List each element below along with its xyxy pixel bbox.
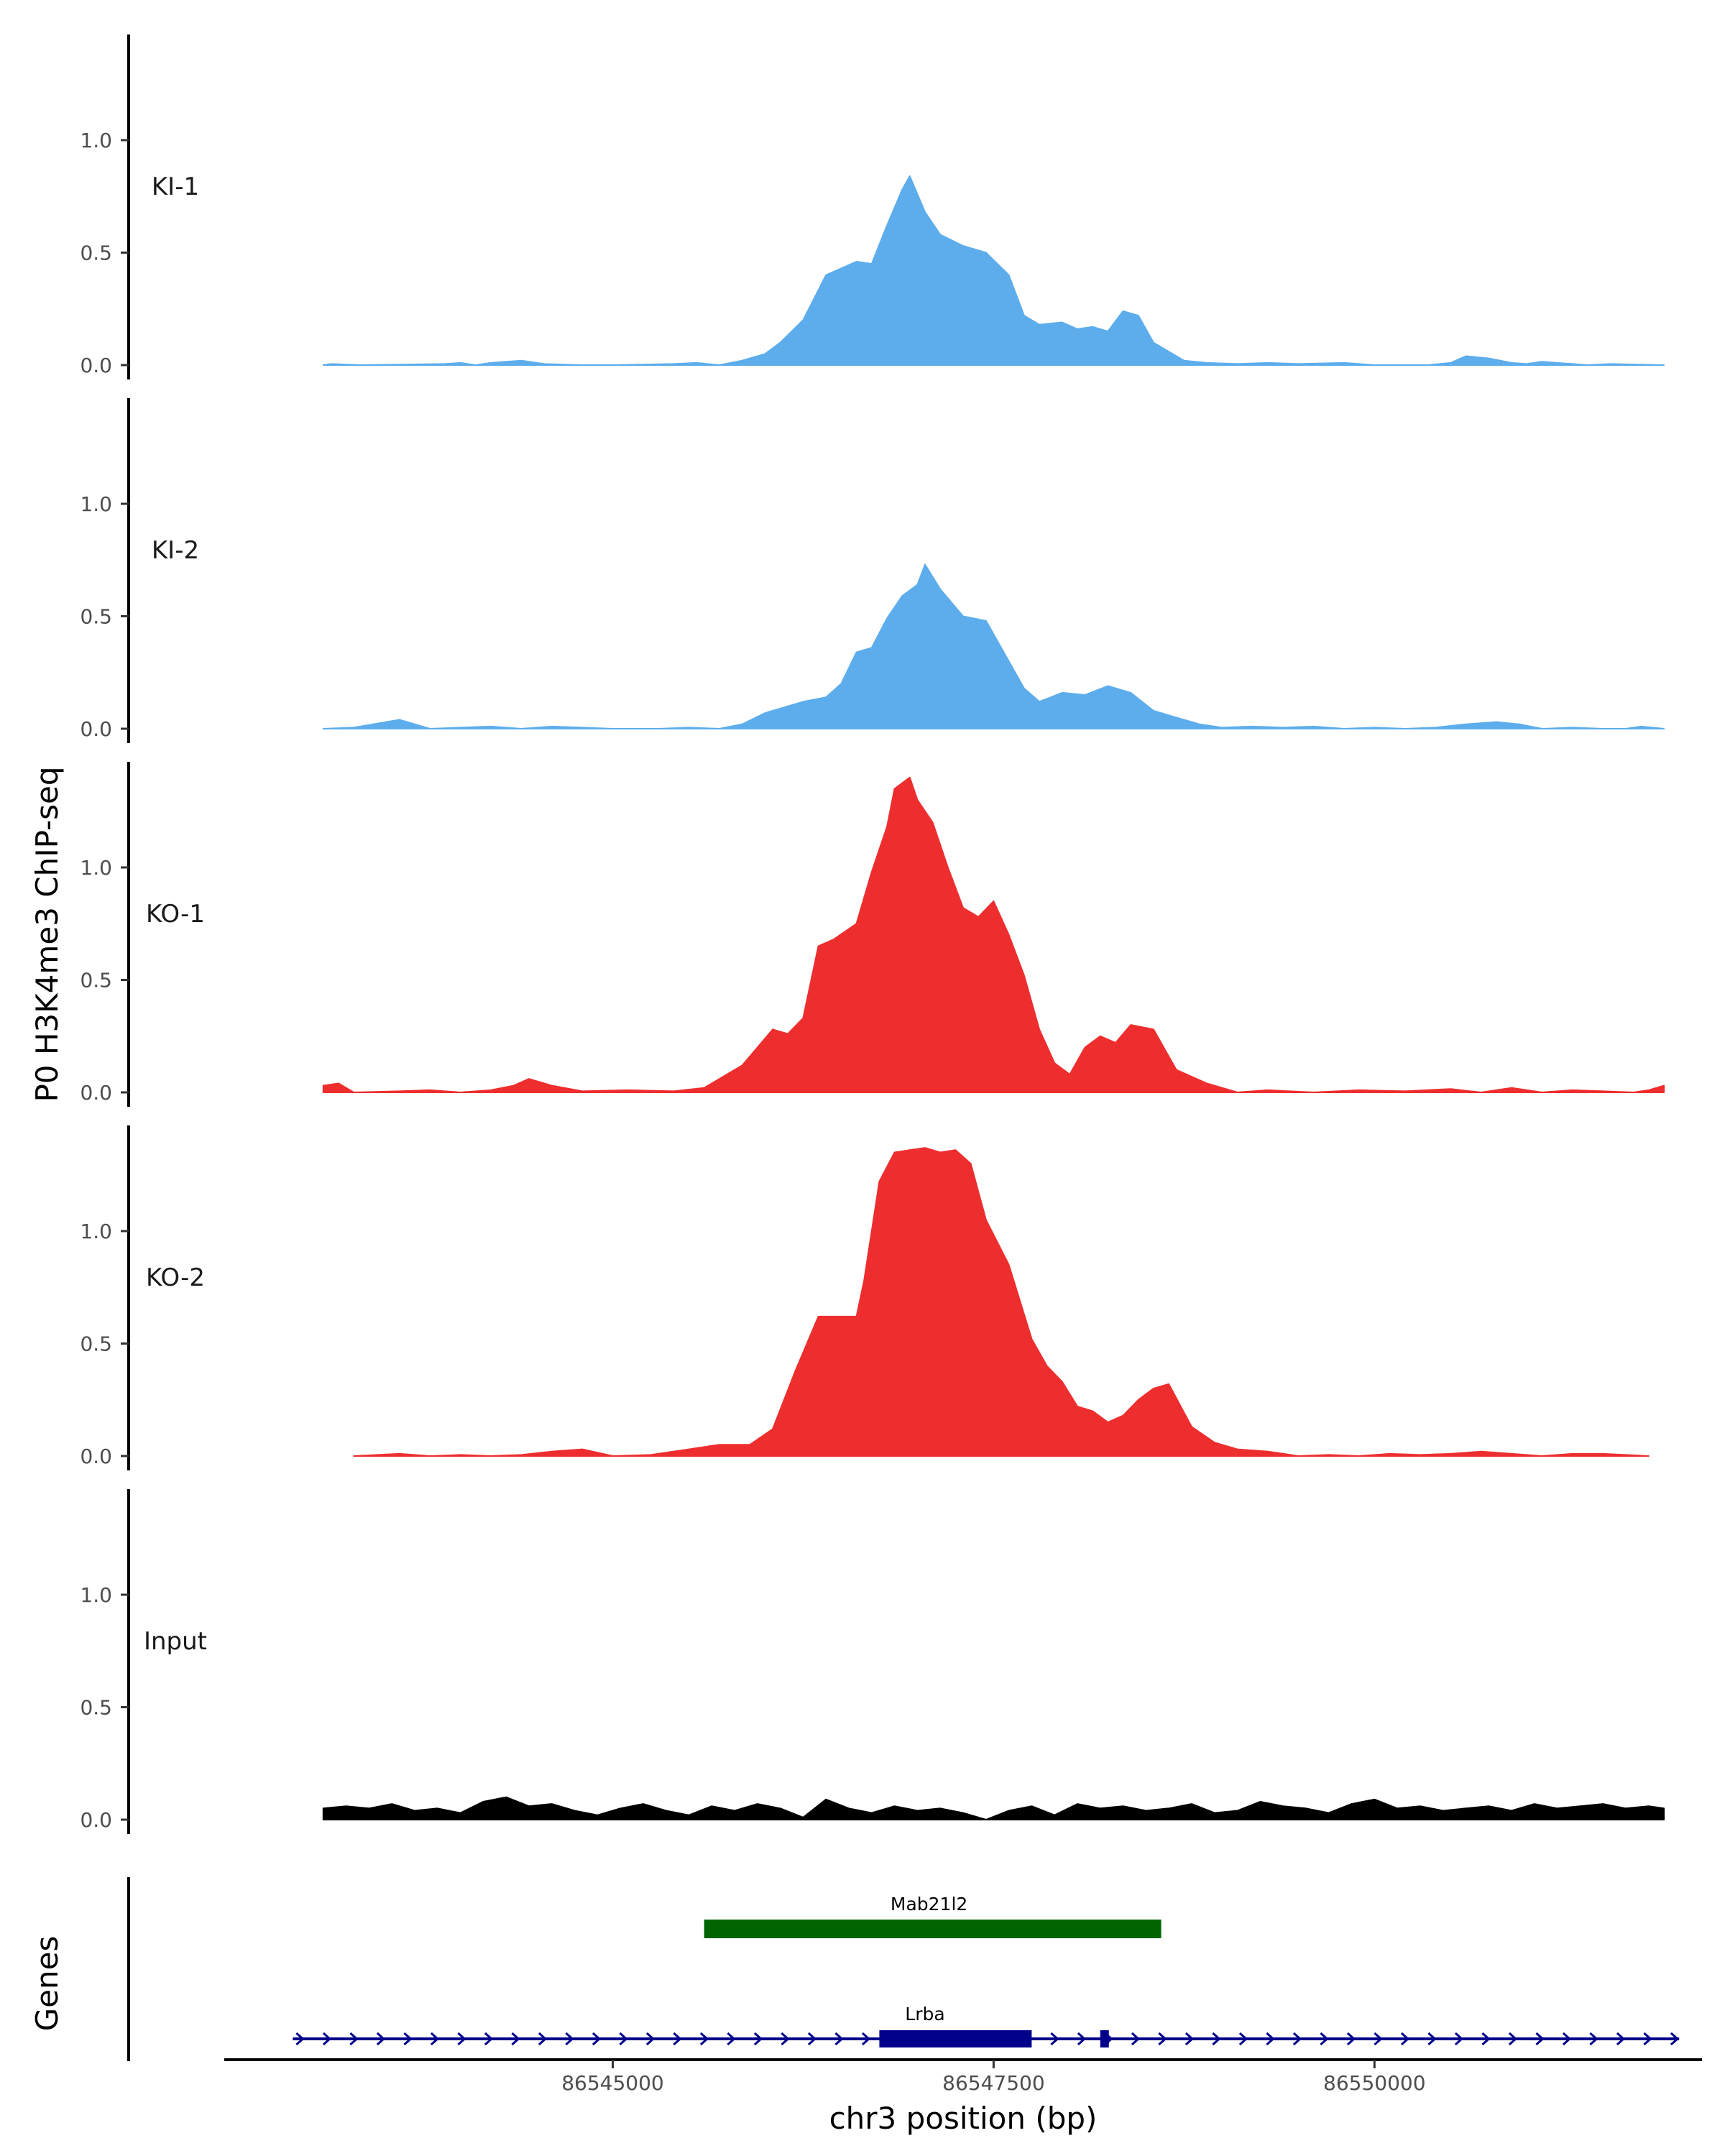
genes-axis-title: Genes — [29, 1936, 65, 2032]
gene-exon-mab21l2 — [704, 1920, 1162, 1938]
gene-exon-lrba — [1100, 2030, 1109, 2047]
y-tick-label: 1.0 — [80, 492, 112, 516]
gene-exon-lrba — [879, 2030, 1032, 2047]
strand-arrow — [457, 2032, 466, 2046]
y-tick-label: 0.5 — [80, 605, 112, 629]
strand-arrow — [322, 2032, 332, 2046]
strand-arrow — [1374, 2032, 1383, 2046]
strand-arrow — [1535, 2032, 1545, 2046]
strand-arrow — [781, 2032, 790, 2046]
gene-label-lrba: Lrba — [905, 2004, 944, 2024]
strand-arrow — [511, 2032, 520, 2046]
strand-arrow — [753, 2032, 763, 2046]
strand-arrow — [1400, 2032, 1410, 2046]
y-tick-label: 0.0 — [80, 717, 112, 741]
signal-area-ko-2 — [353, 1147, 1650, 1457]
x-axis-title: chr3 position (bp) — [829, 2101, 1098, 2136]
x-tick-label: 86547500 — [942, 2071, 1045, 2095]
x-tick-label: 86550000 — [1323, 2071, 1426, 2095]
signal-area-ki-1 — [322, 175, 1665, 366]
strand-arrow — [1131, 2032, 1141, 2046]
strand-arrow — [1238, 2032, 1248, 2046]
track-label-ko-2: KO-2 — [146, 1263, 205, 1292]
strand-arrow — [592, 2032, 602, 2046]
strand-arrow — [1292, 2032, 1302, 2046]
y-tick-label: 0.5 — [80, 241, 112, 265]
y-tick-label: 0.0 — [80, 1445, 112, 1468]
y-tick-label: 0.5 — [80, 1696, 112, 1720]
strand-arrow — [1481, 2032, 1491, 2046]
strand-arrow — [1050, 2032, 1059, 2046]
strand-arrow — [1077, 2032, 1087, 2046]
track-label-ko-1: KO-1 — [146, 900, 205, 929]
strand-arrow — [376, 2032, 386, 2046]
strand-arrow — [699, 2032, 709, 2046]
y-tick-label: 1.0 — [80, 1220, 112, 1243]
strand-arrow — [645, 2032, 656, 2046]
strand-arrow — [1454, 2032, 1464, 2046]
strand-arrow — [1184, 2032, 1195, 2046]
track-label-ki-2: KI-2 — [152, 536, 199, 565]
strand-arrow — [484, 2032, 494, 2046]
y-tick-label: 0.0 — [80, 1081, 112, 1105]
strand-arrow — [1266, 2032, 1275, 2046]
track-label-input: Input — [144, 1627, 207, 1656]
strand-arrow — [1589, 2032, 1598, 2046]
strand-arrow — [1670, 2032, 1680, 2046]
strand-arrow — [1346, 2032, 1356, 2046]
strand-arrow — [619, 2032, 628, 2046]
signal-area-input — [322, 1796, 1665, 1820]
y-tick-label: 0.5 — [80, 1332, 112, 1356]
strand-arrow — [295, 2032, 305, 2046]
x-tick-label: 86545000 — [561, 2071, 664, 2095]
strand-arrow — [1427, 2032, 1437, 2046]
strand-arrow — [349, 2032, 359, 2046]
track-label-ki-1: KI-1 — [152, 172, 199, 201]
y-tick-label: 0.0 — [80, 1808, 112, 1832]
strand-arrow — [403, 2032, 413, 2046]
y-tick-label: 0.0 — [80, 354, 112, 377]
gene-label-mab21l2: Mab21l2 — [891, 1894, 967, 1915]
strand-arrow — [538, 2032, 548, 2046]
y-axis-title: P0 H3K4me3 ChIP-seq — [29, 766, 65, 1102]
signal-area-ko-1 — [322, 776, 1665, 1093]
strand-arrow — [861, 2032, 871, 2046]
strand-arrow — [1320, 2032, 1329, 2046]
strand-arrow — [727, 2032, 736, 2046]
strand-arrow — [1616, 2032, 1626, 2046]
strand-arrow — [834, 2032, 844, 2046]
strand-arrow — [1158, 2032, 1167, 2046]
y-tick-label: 1.0 — [80, 1583, 112, 1607]
y-tick-label: 0.5 — [80, 969, 112, 992]
strand-arrow — [430, 2032, 440, 2046]
strand-arrow — [1508, 2032, 1518, 2046]
strand-arrow — [673, 2032, 682, 2046]
signal-area-ki-2 — [322, 563, 1665, 729]
y-tick-label: 1.0 — [80, 129, 112, 152]
strand-arrow — [807, 2032, 817, 2046]
strand-arrow — [565, 2032, 574, 2046]
strand-arrow — [1562, 2032, 1572, 2046]
strand-arrow — [1643, 2032, 1652, 2046]
y-tick-label: 1.0 — [80, 856, 112, 880]
strand-arrow — [1212, 2032, 1221, 2046]
